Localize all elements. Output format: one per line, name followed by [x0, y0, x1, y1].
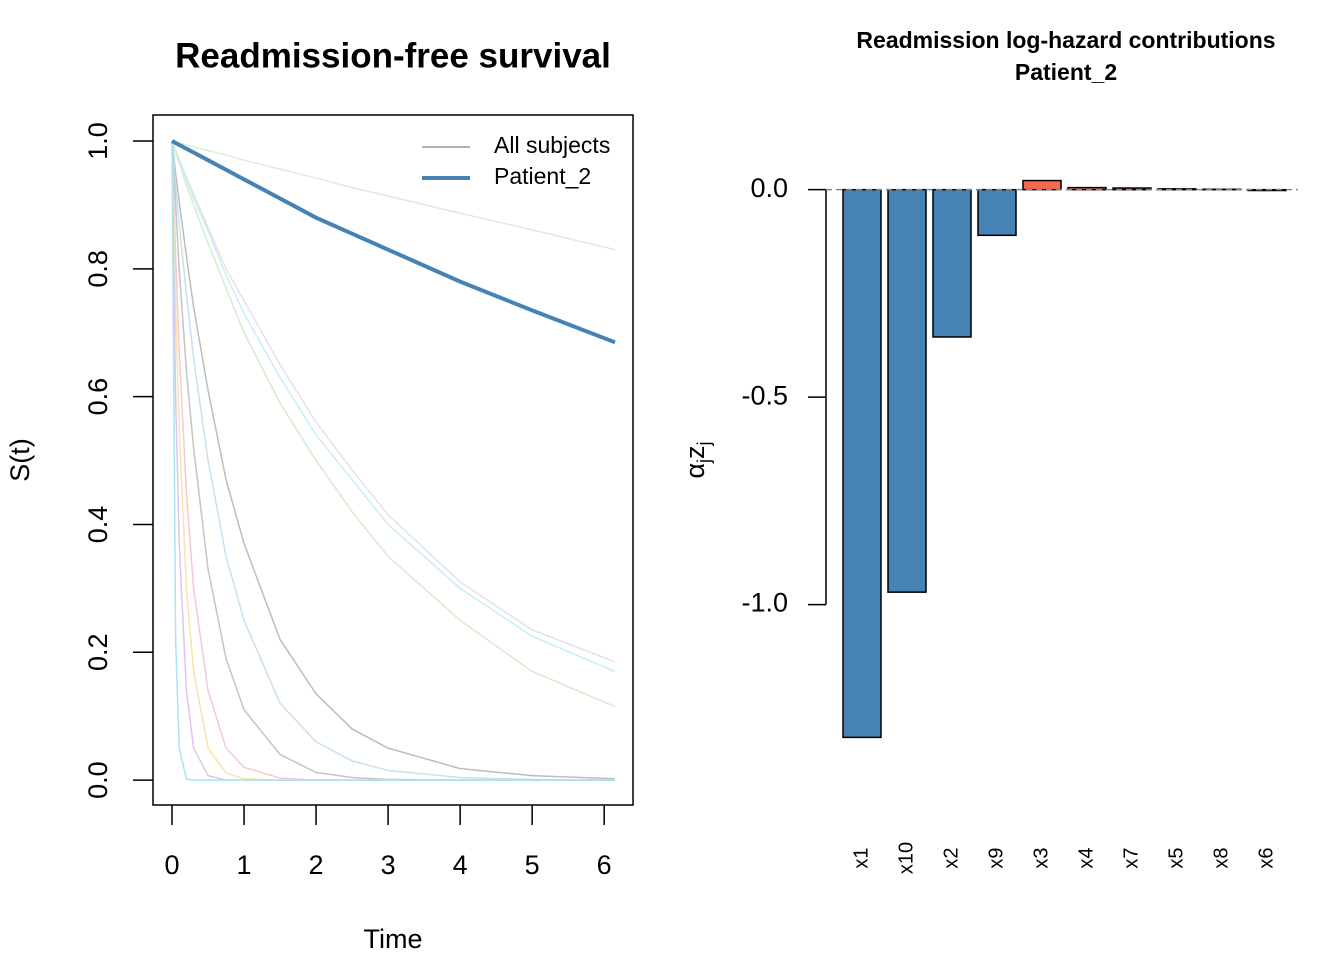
label-part: α — [680, 463, 710, 479]
x-axis-label: Time — [364, 924, 423, 954]
right-title: Readmission log-hazard contributions — [856, 27, 1275, 53]
x-tick-label: x9 — [985, 847, 1007, 868]
x-tick-label: x8 — [1210, 847, 1232, 868]
y-tick-label: 0.2 — [83, 633, 113, 671]
bar — [932, 188, 972, 338]
survival-curve — [171, 141, 615, 781]
survival-curve — [171, 140, 616, 708]
label-part: z — [680, 445, 710, 459]
x-tick-label: x5 — [1165, 847, 1187, 868]
bar — [1022, 179, 1062, 191]
x-tick-label: x3 — [1030, 847, 1052, 868]
y-tick-label: 0.4 — [83, 506, 113, 544]
survival-curve — [171, 140, 616, 251]
legend-label: All subjects — [494, 132, 610, 158]
x-tick-label: 2 — [309, 850, 324, 880]
survival-curve — [171, 139, 616, 345]
x-tick-label: 5 — [525, 850, 540, 880]
x-tick-label: x10 — [895, 842, 917, 874]
legend-label: Patient_2 — [494, 163, 591, 189]
y-tick-label: 0.0 — [750, 173, 788, 203]
label-subscript: j — [694, 441, 714, 446]
y-tick-label: 1.0 — [83, 122, 113, 160]
survival-curve — [171, 140, 615, 781]
bar — [977, 188, 1017, 237]
y-tick-label: 0.8 — [83, 250, 113, 288]
y-tick-label: 0.6 — [83, 378, 113, 416]
left-title: Readmission-free survival — [175, 36, 611, 75]
label-subscript: j — [694, 459, 714, 464]
survival-curve — [171, 140, 615, 781]
x-tick-label: 6 — [597, 850, 612, 880]
survival-curve — [171, 140, 615, 781]
survival-curve — [171, 140, 615, 781]
survival-curve — [171, 140, 616, 673]
x-tick-label: x4 — [1075, 847, 1097, 868]
bar — [842, 188, 882, 739]
survival-curve — [171, 140, 616, 663]
y-tick-label: -0.5 — [741, 380, 788, 410]
x-tick-label: x1 — [850, 847, 872, 868]
bar — [887, 188, 927, 593]
y-axis-label: αjzj — [680, 441, 714, 478]
x-tick-label: 4 — [453, 850, 468, 880]
x-tick-label: 3 — [381, 850, 396, 880]
y-axis-label: S(t) — [5, 438, 35, 482]
plot-box — [152, 114, 634, 806]
x-tick-label: 0 — [164, 850, 179, 880]
right-subtitle: Patient_2 — [1015, 59, 1117, 85]
x-tick-label: x7 — [1120, 847, 1142, 868]
y-tick-label: -1.0 — [741, 588, 788, 618]
x-tick-label: x2 — [940, 847, 962, 868]
y-tick-label: 0.0 — [83, 761, 113, 799]
x-tick-label: x6 — [1255, 847, 1277, 868]
survival-curve — [171, 140, 616, 780]
x-tick-label: 1 — [237, 850, 252, 880]
survival-curve — [171, 140, 615, 781]
